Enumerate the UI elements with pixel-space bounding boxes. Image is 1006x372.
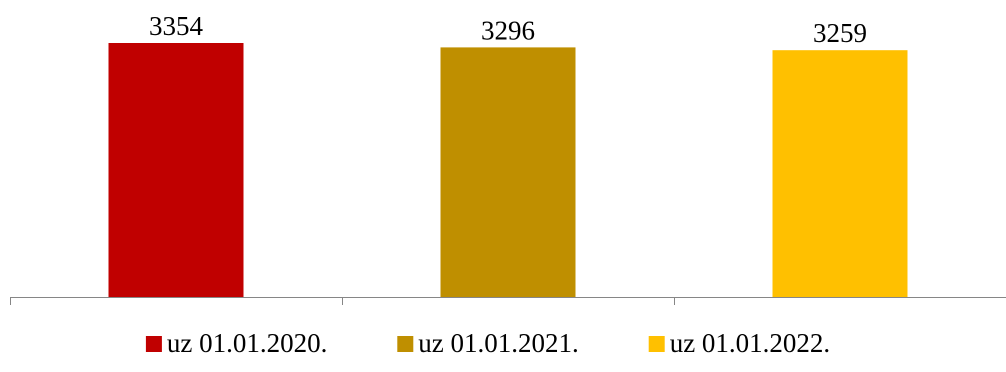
legend-label: uz 01.01.2021. xyxy=(418,328,578,358)
data-label: 3296 xyxy=(481,15,535,45)
bars-layer xyxy=(108,43,908,298)
legend-swatch xyxy=(145,336,162,352)
legend-swatch xyxy=(648,336,665,352)
legend-label: uz 01.01.2020. xyxy=(167,328,327,358)
data-labels-layer: 3354 3296 3259 xyxy=(149,11,867,48)
bar xyxy=(772,50,908,297)
legend-swatch xyxy=(397,336,414,352)
axis-layer xyxy=(10,297,1006,305)
data-label: 3259 xyxy=(813,18,867,48)
bar xyxy=(440,47,576,298)
legend-label: uz 01.01.2022. xyxy=(670,328,830,358)
bar xyxy=(108,43,244,297)
data-label: 3354 xyxy=(149,11,204,41)
legend: uz 01.01.2020. uz 01.01.2021. uz 01.01.202… xyxy=(145,328,830,358)
